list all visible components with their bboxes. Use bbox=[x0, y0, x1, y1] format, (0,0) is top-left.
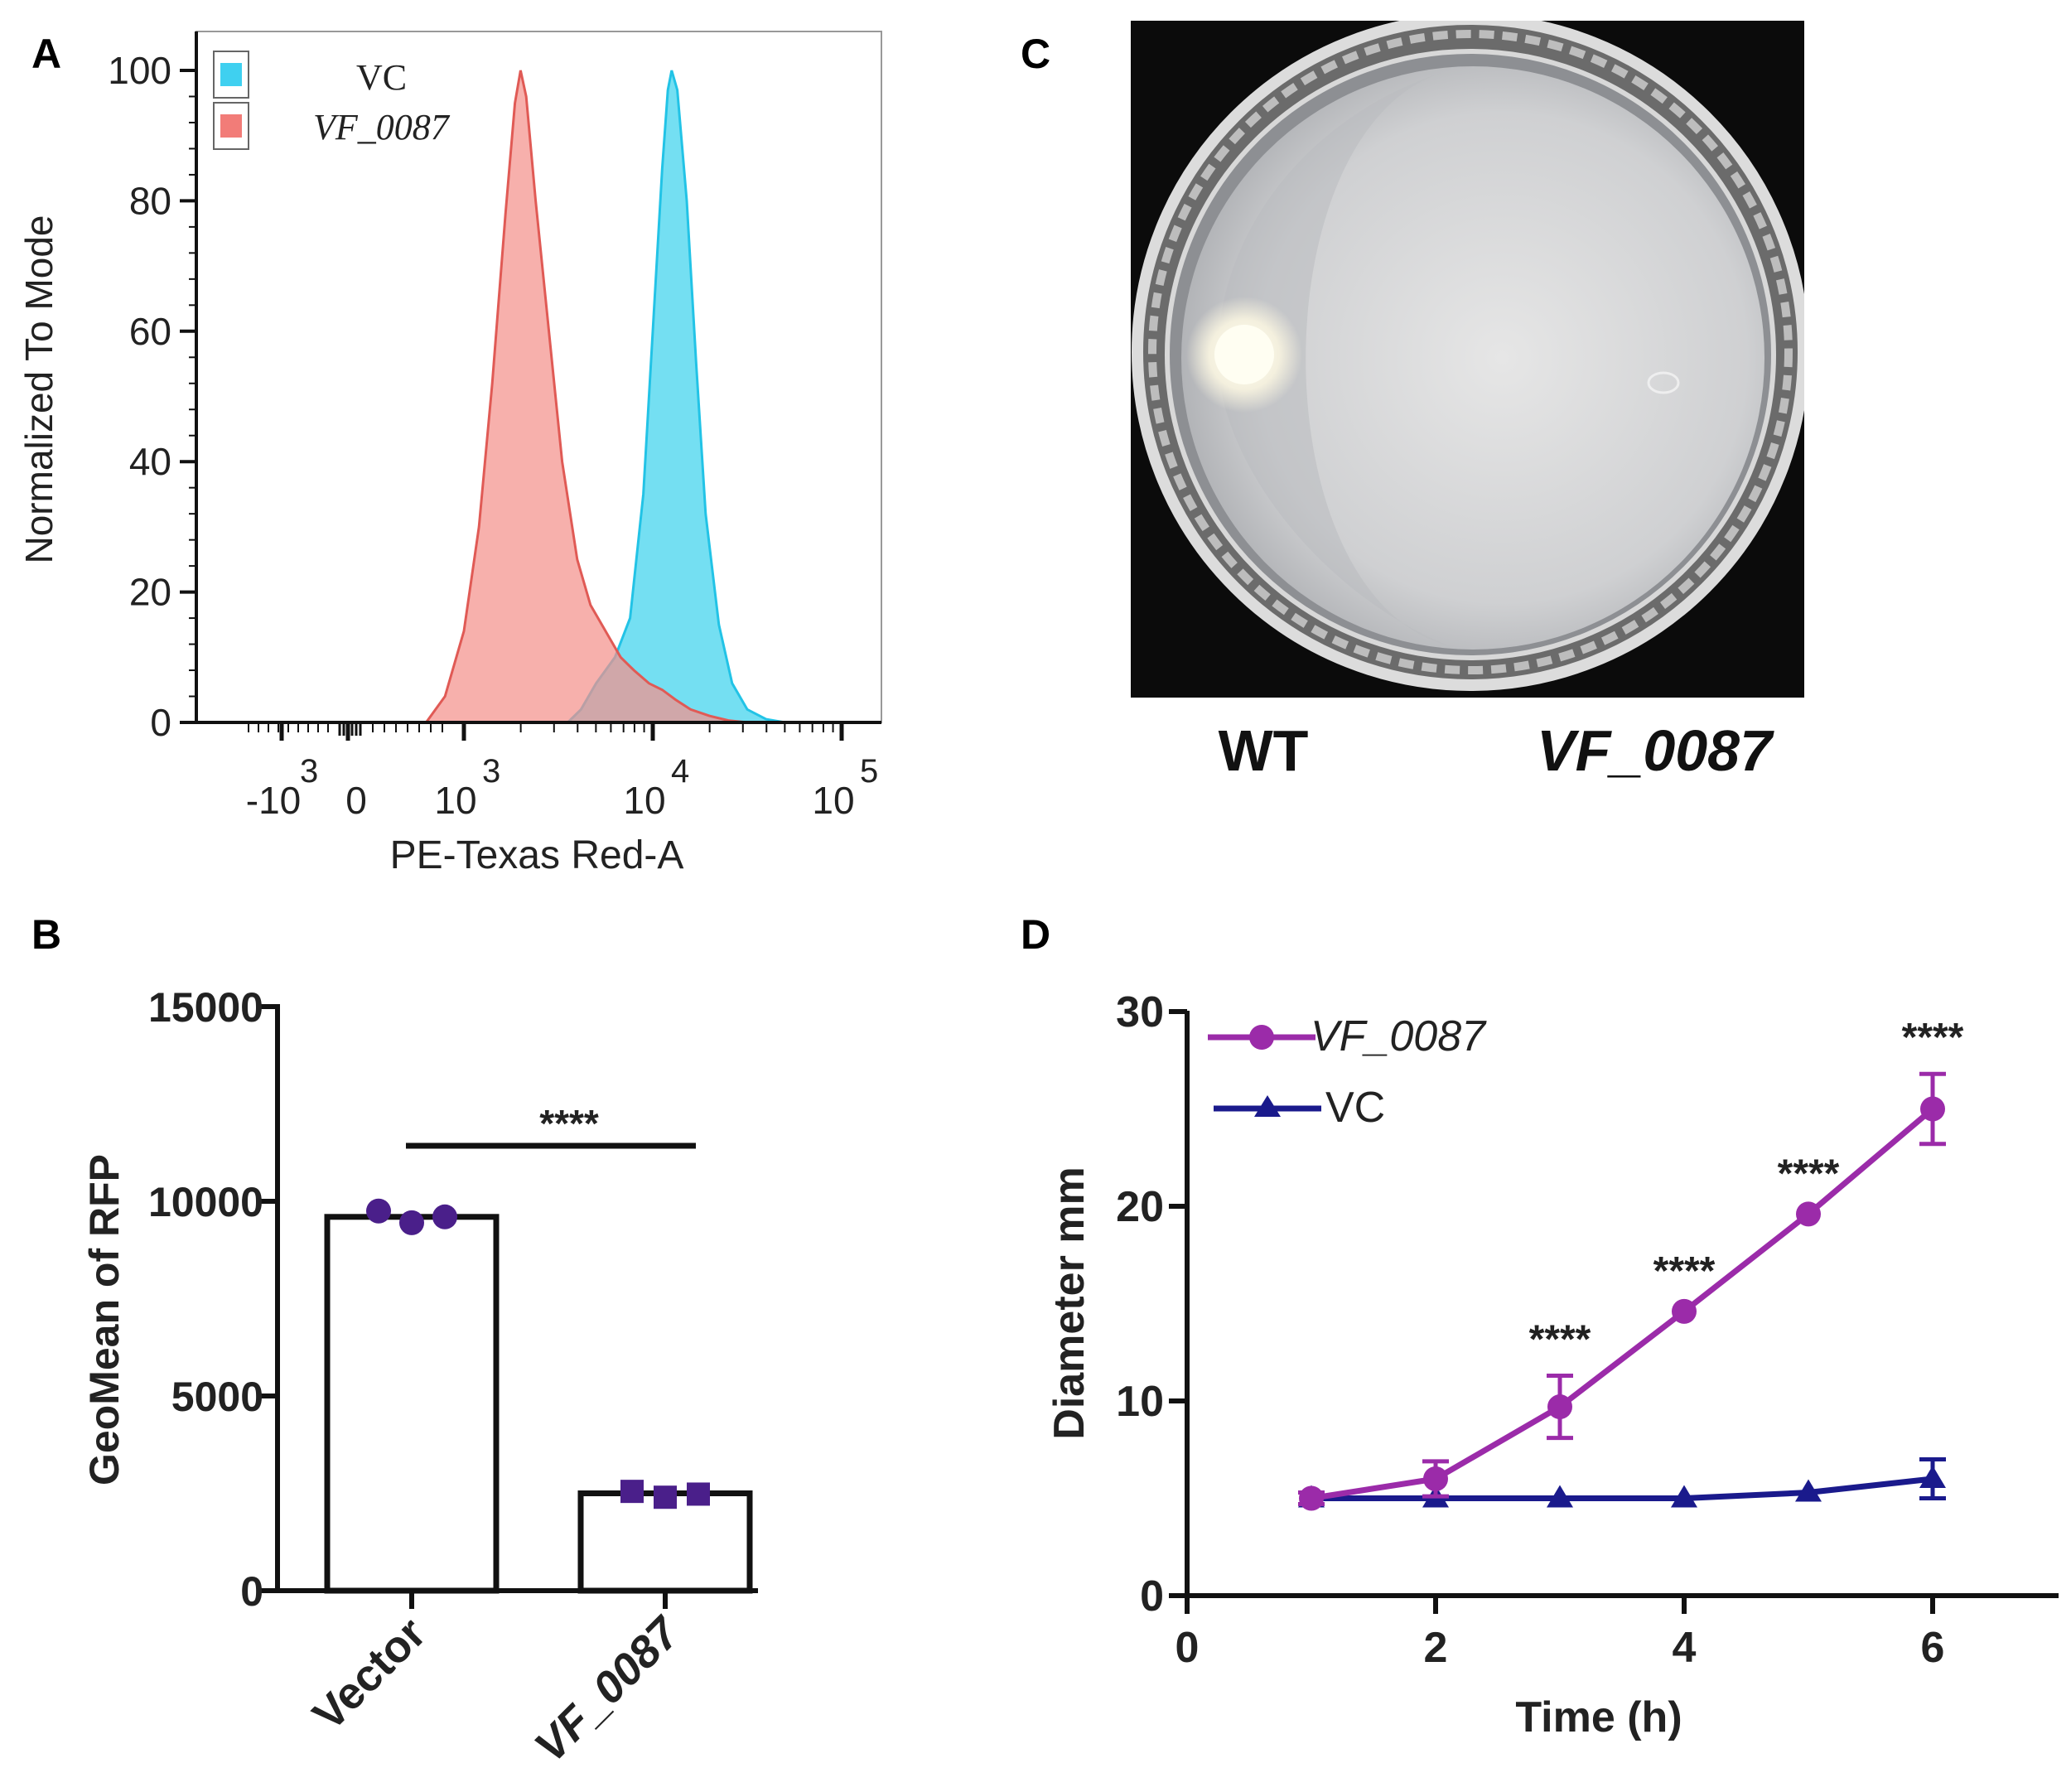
panel-a-legend: VC VF_0087 bbox=[213, 51, 451, 150]
panel-d-x-tick-label: 4 bbox=[1673, 1624, 1697, 1672]
panel-b-bar-chart: 0 5000 10000 15000 Vector VF_0087 **** GeoMe… bbox=[81, 984, 758, 1771]
panel-a-x-tick-base: -10 bbox=[246, 779, 301, 822]
legend-label-d-vc: VC bbox=[1325, 1084, 1385, 1132]
panel-d-y-axis-label: Diameter mm bbox=[1045, 1166, 1093, 1439]
significance-label: **** bbox=[1653, 1249, 1716, 1293]
legend-box-vc bbox=[213, 51, 249, 99]
panel-d-series bbox=[1298, 1071, 1946, 1511]
panel-a-y-tick-label: 0 bbox=[150, 701, 171, 744]
panel-b-x-ticks: Vector VF_0087 bbox=[303, 1591, 691, 1771]
legend-label-d-vf0087: VF_0087 bbox=[1311, 1012, 1487, 1060]
panel-b-bars bbox=[324, 1214, 753, 1594]
panel-a-x-tick-base: 10 bbox=[623, 779, 665, 822]
data-point-vf0087 bbox=[1796, 1201, 1821, 1227]
legend-marker-vf0087 bbox=[1249, 1025, 1274, 1050]
panel-letter-b: B bbox=[31, 911, 61, 958]
significance-label: **** bbox=[1529, 1317, 1591, 1361]
data-point-vf0087 bbox=[1920, 1096, 1945, 1122]
wt-colony-center bbox=[1214, 325, 1274, 384]
panel-d-x-tick-label: 2 bbox=[1424, 1624, 1448, 1672]
data-point-vector bbox=[366, 1198, 391, 1224]
panel-a-y-tick-label: 20 bbox=[129, 571, 171, 614]
panel-letter-a: A bbox=[31, 31, 61, 77]
panel-a-x-tick-base: 0 bbox=[345, 779, 367, 822]
significance-label: **** bbox=[1778, 1152, 1840, 1196]
panel-b-x-tick-label: VF_0087 bbox=[525, 1606, 690, 1771]
series-line-vf0087 bbox=[1311, 1106, 1935, 1501]
panel-b-y-tick-label: 0 bbox=[240, 1568, 263, 1615]
data-point-vf0087 bbox=[687, 1482, 710, 1506]
data-point-vc bbox=[1547, 1485, 1573, 1508]
legend-box-vf0087 bbox=[213, 102, 249, 150]
series-line-vc bbox=[1311, 1476, 1933, 1501]
data-point-vc bbox=[1919, 1466, 1946, 1488]
data-point-vf0087 bbox=[1299, 1485, 1324, 1511]
panel-d-line-chart: 0 10 20 30 0 2 4 6 **** **** **** **** Diameter m… bbox=[1045, 988, 2059, 1741]
panel-d-significance: **** **** **** **** bbox=[1529, 1016, 1964, 1361]
panel-a-y-tick-label: 100 bbox=[108, 49, 171, 92]
panel-a-y-tick-label: 40 bbox=[129, 440, 171, 483]
panel-d-x-axis-label: Time (h) bbox=[1515, 1693, 1682, 1741]
plate-wt-lawn-edge bbox=[1218, 73, 1450, 646]
panel-d-x-ticks: 0 2 4 6 bbox=[1175, 1596, 1945, 1672]
histogram-area-vf0087 bbox=[423, 70, 748, 724]
panel-b-significance-label: **** bbox=[539, 1102, 599, 1145]
panel-letter-c: C bbox=[1021, 31, 1050, 77]
panel-b-y-tick-label: 15000 bbox=[148, 984, 263, 1031]
panel-a-x-tick-exponent: 4 bbox=[671, 753, 689, 790]
panel-a-y-ticks: 0 20 40 60 80 100 bbox=[108, 49, 196, 744]
panel-a-x-tick-exponent: 5 bbox=[860, 753, 878, 790]
panel-d-y-tick-label: 20 bbox=[1116, 1183, 1164, 1231]
panel-b-x-tick-label: Vector bbox=[303, 1608, 435, 1740]
panel-d-y-tick-label: 0 bbox=[1140, 1572, 1164, 1621]
panel-d-x-tick-label: 0 bbox=[1175, 1624, 1200, 1672]
panel-a-x-axis-label: PE-Texas Red-A bbox=[390, 833, 684, 877]
panel-b-y-tick-label: 5000 bbox=[171, 1374, 263, 1420]
data-point-vf0087 bbox=[1547, 1394, 1572, 1420]
legend-swatch-vf0087 bbox=[220, 114, 242, 138]
panel-b-y-ticks: 0 5000 10000 15000 bbox=[148, 984, 278, 1615]
bar-vector bbox=[324, 1214, 500, 1594]
legend-label-vf0087: VF_0087 bbox=[313, 107, 451, 147]
plate-rim-highlight bbox=[1148, 30, 1793, 674]
panel-d-y-ticks: 0 10 20 30 bbox=[1116, 988, 1187, 1621]
legend-swatch-vc bbox=[220, 63, 242, 86]
panel-d-x-tick-label: 6 bbox=[1921, 1624, 1945, 1672]
panel-a-y-axis-label: Normalized To Mode bbox=[17, 215, 60, 563]
panel-c-plate-photo: WT VF_0087 bbox=[1131, 21, 1804, 783]
panel-d-legend: VF_0087 VC bbox=[1208, 1012, 1487, 1132]
panel-d-y-tick-label: 30 bbox=[1116, 988, 1164, 1036]
panel-a-histogram-fills bbox=[423, 70, 785, 724]
panel-a-y-tick-label: 60 bbox=[129, 310, 171, 353]
panel-letter-d: D bbox=[1021, 911, 1050, 958]
legend-label-vc: VC bbox=[356, 57, 407, 98]
panel-a-y-tick-label: 80 bbox=[129, 179, 171, 222]
panel-b-y-tick-label: 10000 bbox=[148, 1179, 263, 1225]
data-point-vc bbox=[1671, 1485, 1697, 1508]
panel-a-x-tick-base: 10 bbox=[434, 779, 476, 822]
bar-vf0087 bbox=[577, 1490, 753, 1594]
panel-a-x-tick-base: 10 bbox=[812, 779, 854, 822]
data-point-vf0087 bbox=[654, 1485, 677, 1509]
significance-label: **** bbox=[1902, 1016, 1964, 1060]
data-point-vf0087 bbox=[1423, 1466, 1448, 1491]
mutant-colony bbox=[1647, 371, 1680, 394]
panel-a-x-tick-exponent: 3 bbox=[300, 753, 318, 790]
data-point-vector bbox=[432, 1204, 457, 1229]
legend-marker-vc bbox=[1254, 1095, 1281, 1117]
data-point-vector bbox=[399, 1210, 424, 1235]
photo-label-wt: WT bbox=[1219, 718, 1309, 783]
data-point-vc bbox=[1795, 1479, 1822, 1502]
panel-a-x-tick-exponent: 3 bbox=[482, 753, 500, 790]
panel-d-y-tick-label: 10 bbox=[1116, 1378, 1164, 1426]
photo-label-vf0087: VF_0087 bbox=[1537, 718, 1774, 783]
panel-b-y-axis-label: GeoMean of RFP bbox=[81, 1154, 128, 1485]
panel-b-points bbox=[366, 1198, 710, 1509]
data-point-vf0087 bbox=[1672, 1298, 1697, 1324]
data-point-vf0087 bbox=[620, 1480, 644, 1504]
